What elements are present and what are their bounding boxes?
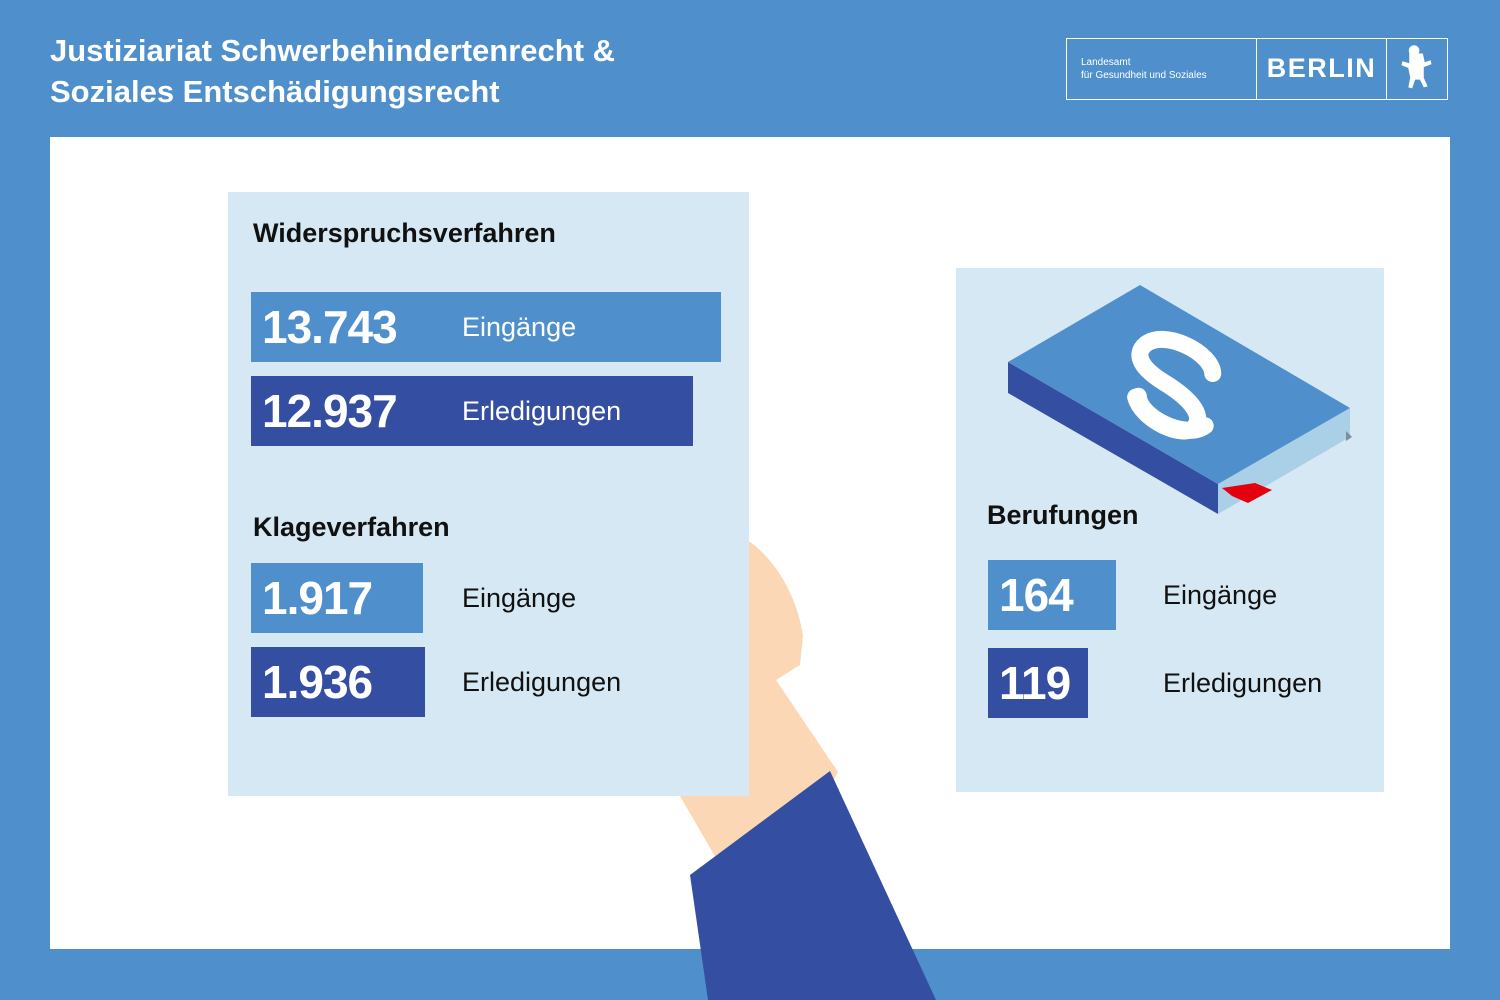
bar-widerspruch-eingaenge (251, 292, 721, 362)
value-label-widerspruch-erledigungen: 12.937 (262, 385, 398, 437)
category-label-berufungen-eingaenge: Eingänge (1163, 580, 1278, 610)
logo-agency-line-1: Landesamt (1081, 57, 1131, 68)
logo-city: BERLIN (1257, 39, 1387, 99)
value-label-klage-erledigungen: 1.936 (262, 656, 373, 708)
bar-klage-erledigungen (251, 647, 425, 717)
category-label-klage-erledigungen: Erledigungen (462, 667, 622, 697)
category-label-klage-eingaenge: Eingänge (462, 583, 577, 613)
value-label-widerspruch-eingaenge: 13.743 (262, 301, 398, 353)
category-label-berufungen-erledigungen: Erledigungen (1163, 668, 1323, 698)
section-title-widerspruch: Widerspruchsverfahren (253, 218, 556, 248)
bar-widerspruch-erledigungen (251, 376, 693, 446)
category-label-widerspruch-erledigungen: Erledigungen (462, 396, 622, 426)
law-book-paragraph-icon (1008, 285, 1352, 514)
logo-agency-name: Landesamt für Gesundheit und Soziales (1067, 39, 1257, 99)
section-title-klage: Klageverfahren (253, 512, 450, 542)
logo-agency-line-2: für Gesundheit und Soziales (1081, 70, 1207, 81)
bar-berufungen-eingaenge (988, 560, 1116, 630)
section-title-berufungen: Berufungen (987, 500, 1139, 530)
page-title-line-2: Soziales Entschädigungsrecht (50, 74, 500, 109)
category-label-widerspruch-eingaenge: Eingänge (462, 312, 577, 342)
bar-berufungen-erledigungen (988, 648, 1088, 718)
page-title: Justiziariat Schwerbehindertenrecht & So… (50, 30, 615, 112)
value-label-berufungen-eingaenge: 164 (999, 569, 1074, 621)
page-title-line-1: Justiziariat Schwerbehindertenrecht & (50, 33, 616, 68)
berlin-bear-icon (1401, 45, 1432, 89)
value-label-berufungen-erledigungen: 119 (999, 657, 1071, 709)
berlin-logo: Landesamt für Gesundheit und Soziales BE… (1066, 38, 1448, 100)
bar-klage-eingaenge (251, 563, 423, 633)
value-label-klage-eingaenge: 1.917 (262, 572, 373, 624)
